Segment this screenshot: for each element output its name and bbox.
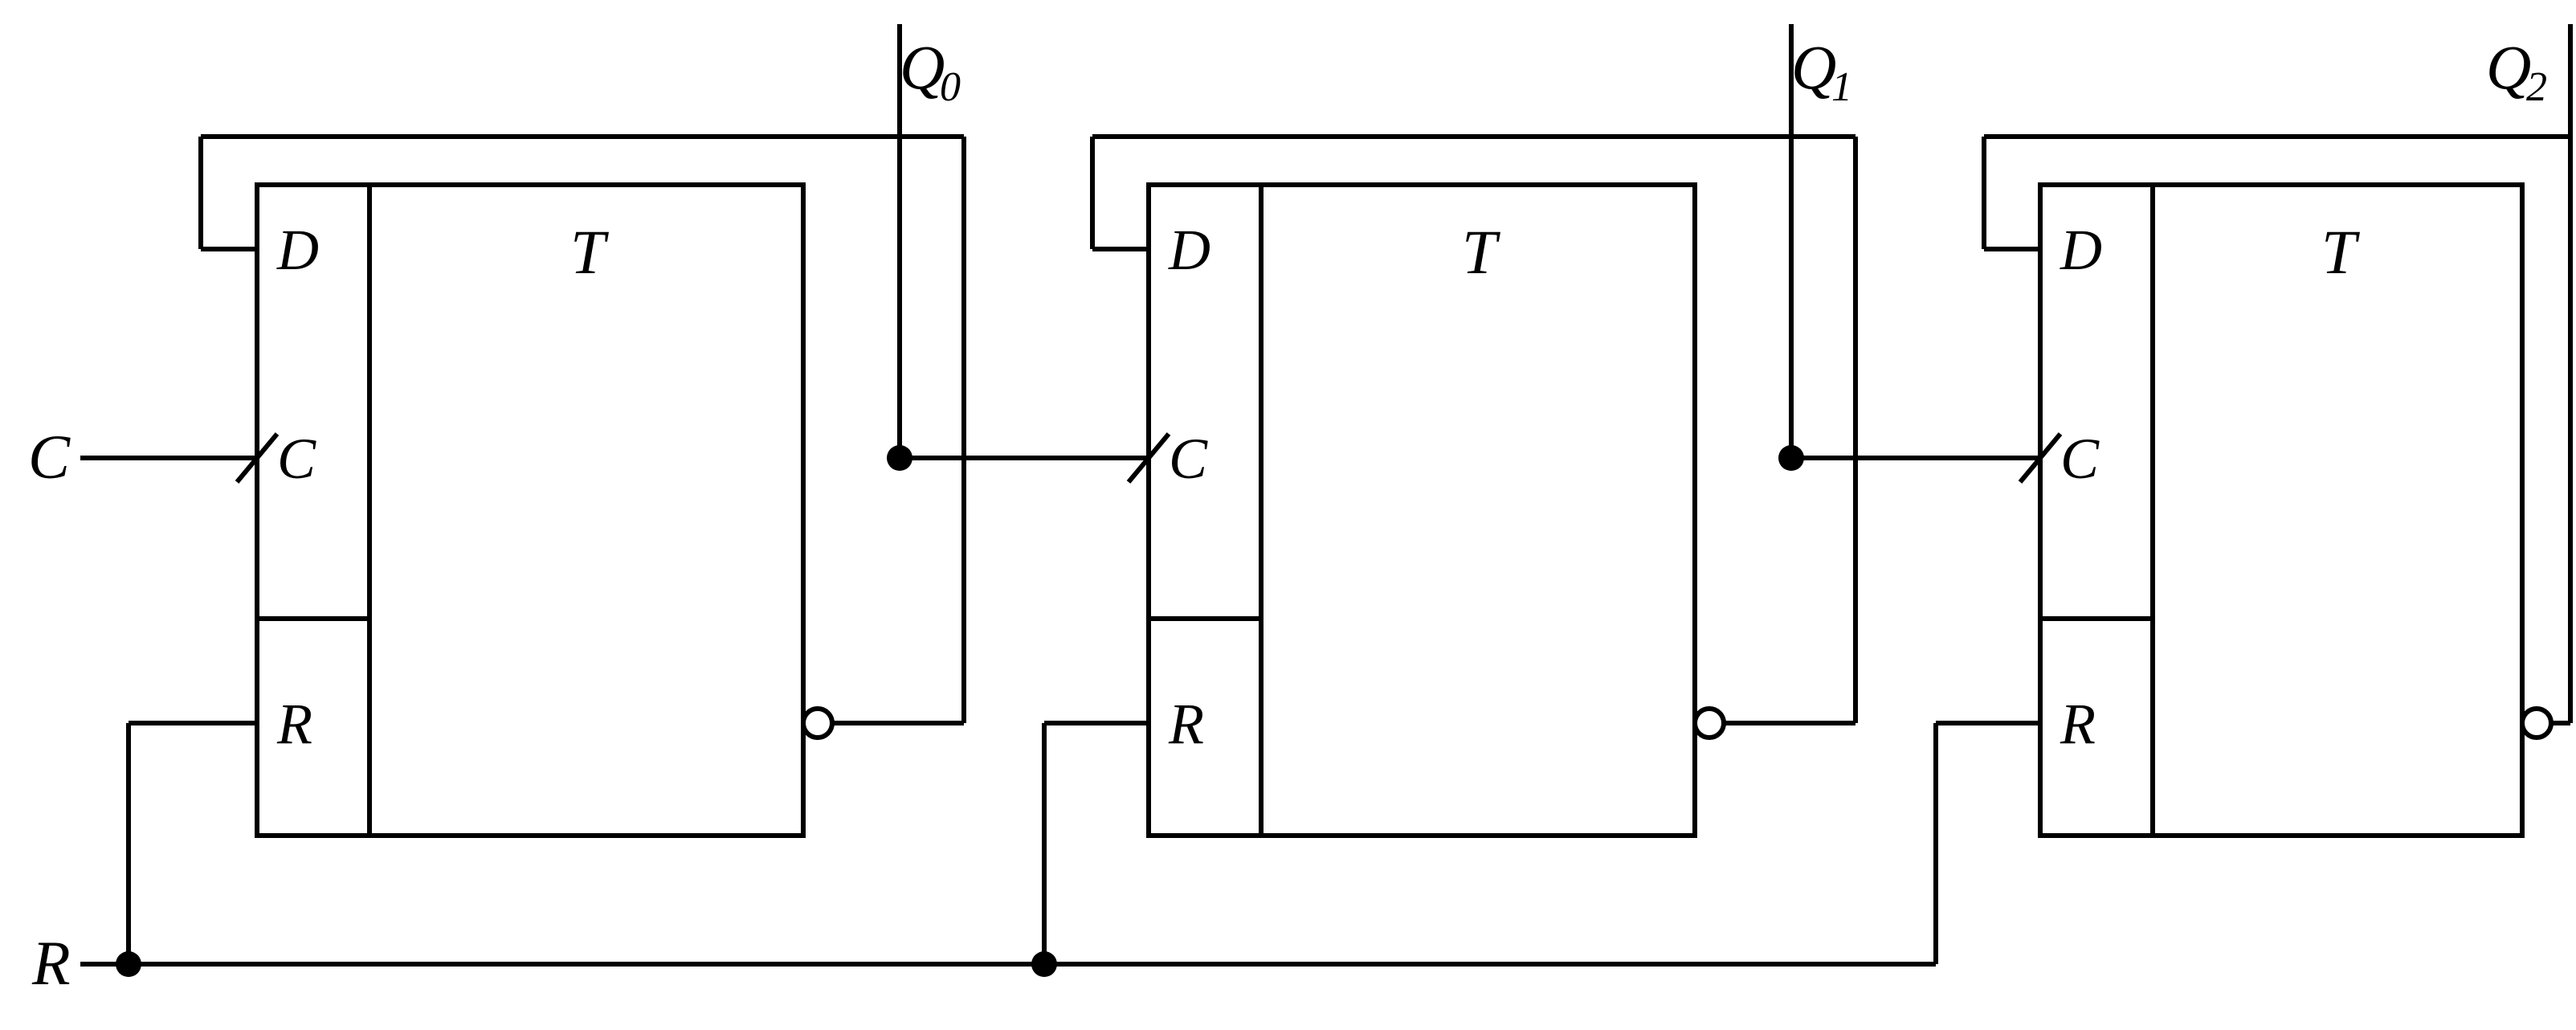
circuit-diagram: CRDCRTQ0DCRTQ1DCRTQ2 (0, 0, 2576, 1030)
svg-text:R: R (276, 692, 312, 756)
svg-text:1: 1 (1831, 64, 1852, 110)
svg-text:Q: Q (1791, 32, 1836, 102)
svg-text:C: C (1169, 427, 1208, 491)
svg-text:T: T (1462, 217, 1500, 287)
svg-text:C: C (2060, 427, 2100, 491)
svg-text:R: R (1168, 692, 1204, 756)
svg-text:Q: Q (900, 32, 945, 102)
svg-text:C: C (277, 427, 316, 491)
svg-text:T: T (570, 217, 609, 287)
svg-text:C: C (28, 422, 71, 492)
svg-text:2: 2 (2526, 64, 2547, 110)
svg-text:D: D (2060, 218, 2102, 282)
svg-text:R: R (31, 928, 71, 998)
svg-text:0: 0 (940, 64, 961, 110)
svg-text:T: T (2321, 217, 2360, 287)
svg-text:D: D (276, 218, 319, 282)
svg-text:Q: Q (2486, 32, 2531, 102)
svg-text:D: D (1168, 218, 1210, 282)
svg-text:R: R (2060, 692, 2096, 756)
